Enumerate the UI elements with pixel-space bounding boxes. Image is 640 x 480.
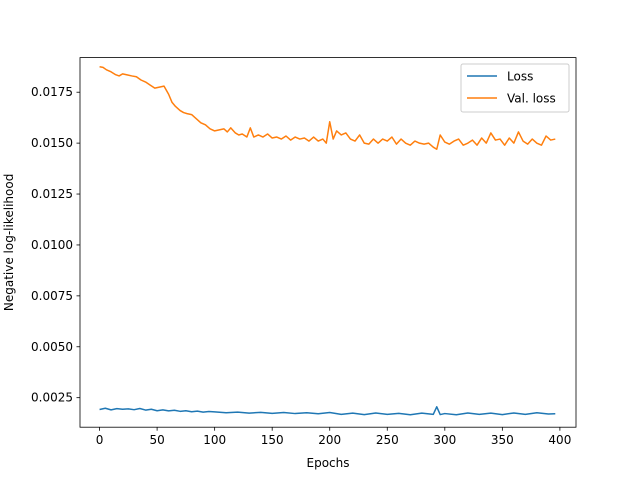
x-tick-label: 350 — [491, 433, 514, 447]
y-tick-label: 0.0125 — [31, 187, 73, 201]
y-axis-label: Negative log-likelihood — [2, 174, 16, 311]
x-tick-label: 400 — [548, 433, 571, 447]
legend: Loss Val. loss — [460, 63, 570, 113]
series-line-loss — [99, 406, 556, 416]
series-group — [99, 66, 556, 416]
y-axis-ticks: 0.0025 0.0050 0.0075 0.0100 0.0125 0.0150 0.01… — [31, 85, 80, 405]
y-tick-label: 0.0100 — [31, 238, 73, 252]
x-tick-label: 250 — [376, 433, 399, 447]
x-tick-label: 0 — [96, 433, 104, 447]
y-tick-label: 0.0075 — [31, 289, 73, 303]
y-tick-label: 0.0025 — [31, 391, 73, 405]
x-tick-label: 300 — [433, 433, 456, 447]
y-tick-label: 0.0175 — [31, 85, 73, 99]
plot-area — [80, 57, 576, 428]
legend-label-loss: Loss — [507, 70, 533, 84]
y-tick-label: 0.0050 — [31, 340, 73, 354]
axes-group — [79, 57, 577, 428]
x-tick-label: 100 — [203, 433, 226, 447]
x-tick-label: 150 — [261, 433, 284, 447]
x-axis-label: Epochs — [307, 456, 350, 470]
x-axis-ticks: 0 50 100 150 200 250 300 350 400 — [96, 427, 571, 447]
series-line-val-loss — [99, 66, 556, 150]
x-tick-label: 200 — [318, 433, 341, 447]
y-tick-label: 0.0150 — [31, 136, 73, 150]
axes-frame — [79, 57, 577, 428]
x-tick-label: 50 — [149, 433, 164, 447]
legend-label-val-loss: Val. loss — [507, 92, 556, 106]
